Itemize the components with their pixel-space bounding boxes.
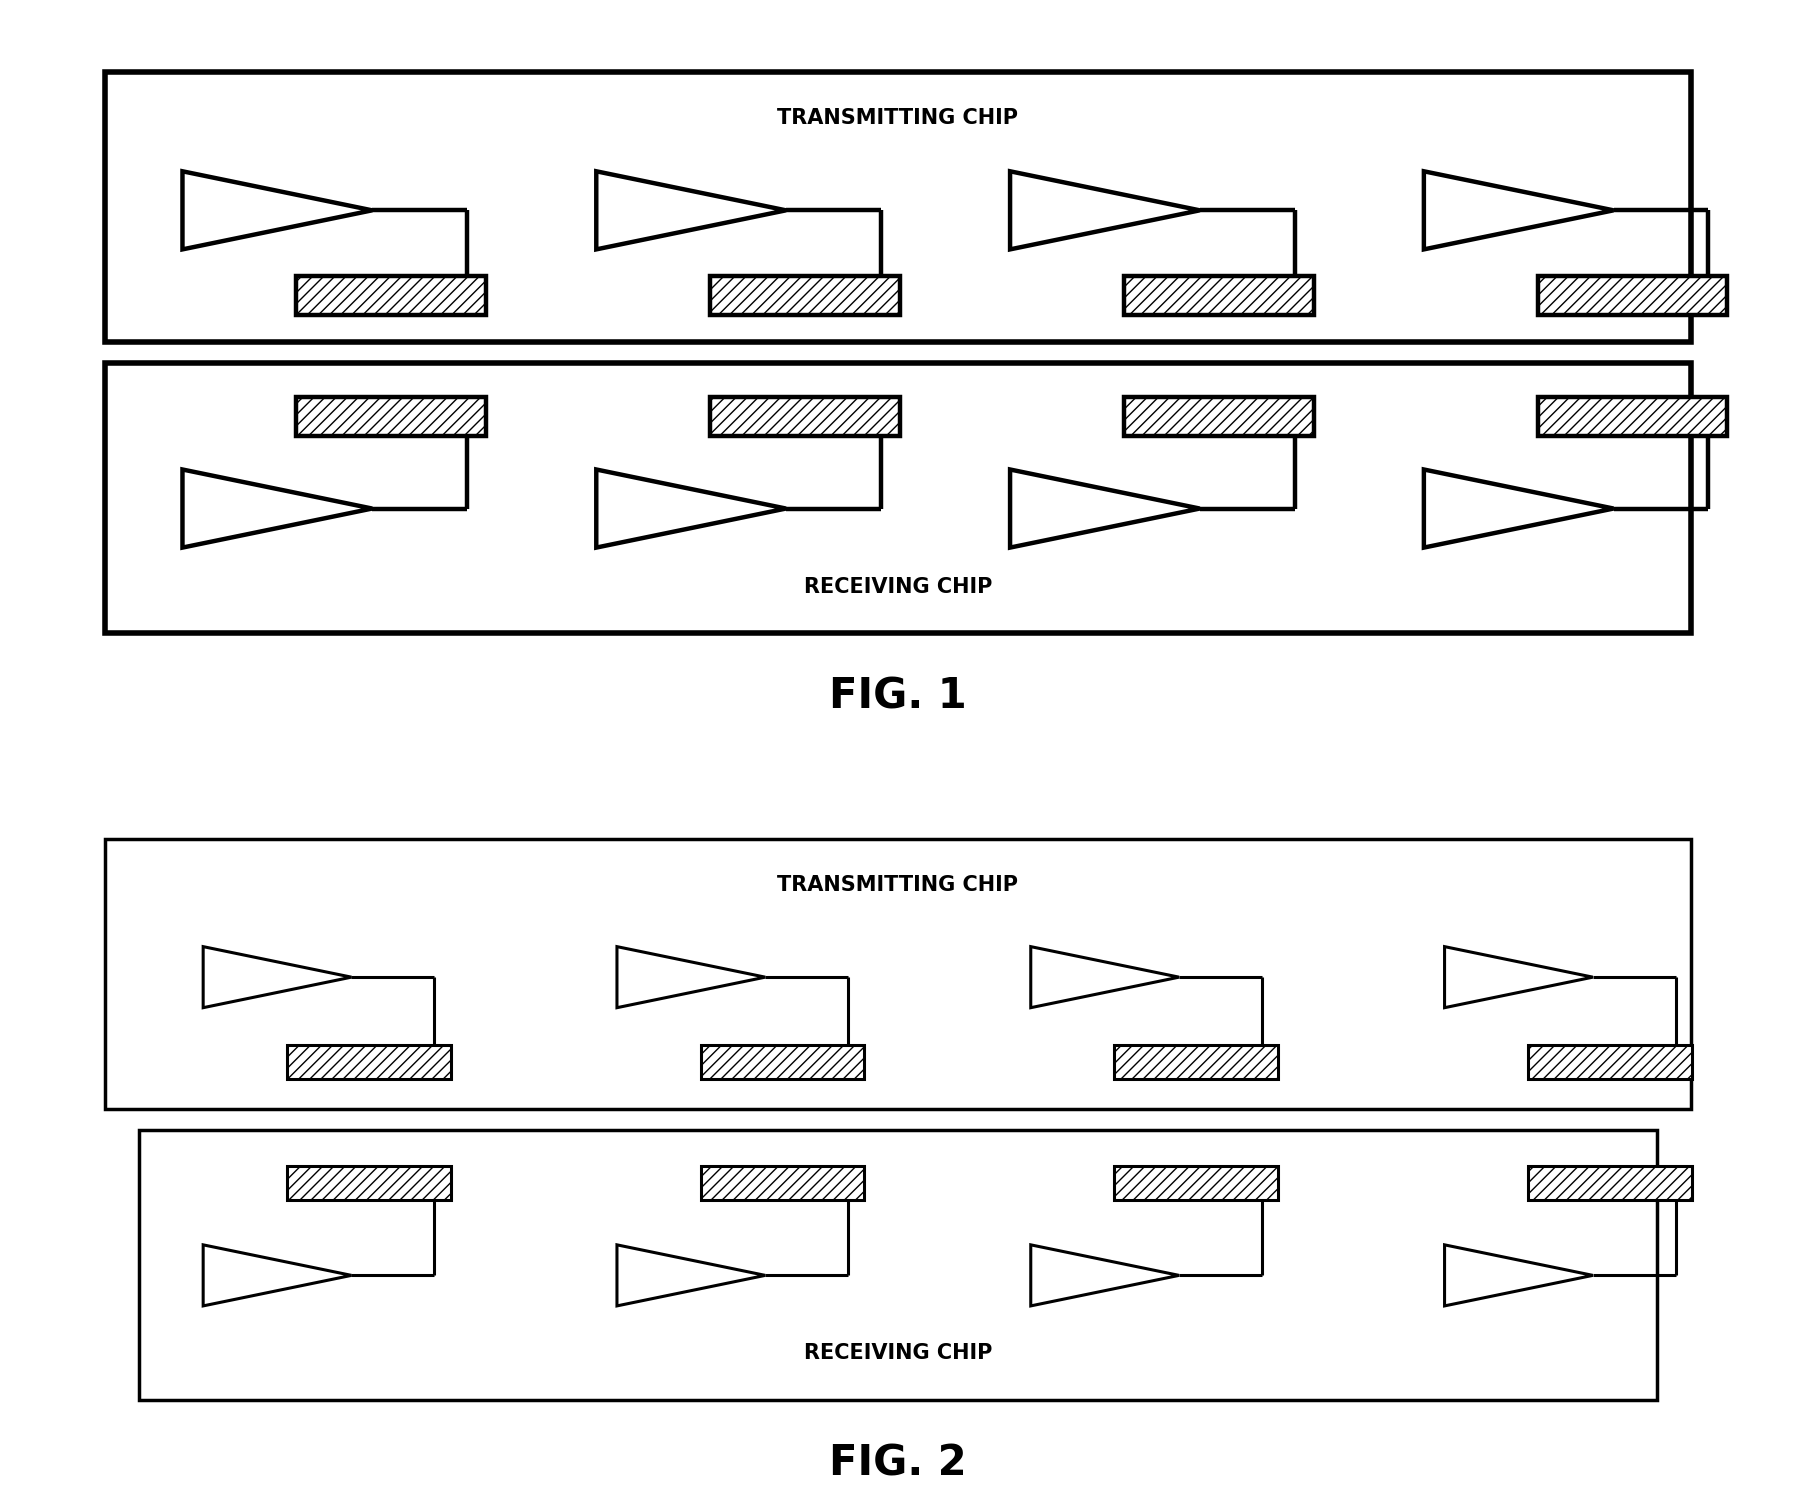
Text: TRANSMITTING CHIP: TRANSMITTING CHIP bbox=[778, 109, 1018, 128]
Polygon shape bbox=[596, 172, 787, 249]
Polygon shape bbox=[1424, 470, 1613, 547]
Bar bbox=[1537, 276, 1728, 315]
Bar bbox=[104, 363, 1692, 633]
Bar bbox=[1124, 396, 1313, 436]
Polygon shape bbox=[1444, 946, 1593, 1008]
Bar bbox=[296, 396, 487, 436]
Polygon shape bbox=[618, 946, 765, 1008]
Polygon shape bbox=[1009, 470, 1200, 547]
Polygon shape bbox=[618, 1245, 765, 1307]
Bar bbox=[140, 1130, 1656, 1400]
Text: FIG. 1: FIG. 1 bbox=[830, 675, 966, 717]
Polygon shape bbox=[1031, 946, 1178, 1008]
Bar bbox=[104, 72, 1692, 342]
Polygon shape bbox=[596, 470, 787, 547]
Bar bbox=[287, 1046, 451, 1079]
Text: RECEIVING CHIP: RECEIVING CHIP bbox=[805, 577, 991, 597]
Polygon shape bbox=[203, 946, 352, 1008]
Polygon shape bbox=[203, 1245, 352, 1307]
Bar bbox=[1114, 1166, 1279, 1200]
Text: TRANSMITTING CHIP: TRANSMITTING CHIP bbox=[778, 876, 1018, 895]
Polygon shape bbox=[1009, 172, 1200, 249]
Bar bbox=[1528, 1046, 1692, 1079]
Bar bbox=[700, 1166, 864, 1200]
Bar bbox=[1537, 396, 1728, 436]
Text: FIG. 2: FIG. 2 bbox=[830, 1442, 966, 1484]
Bar bbox=[700, 1046, 864, 1079]
Polygon shape bbox=[1444, 1245, 1593, 1307]
Bar bbox=[296, 276, 487, 315]
Bar bbox=[709, 396, 900, 436]
Polygon shape bbox=[1424, 172, 1613, 249]
Text: RECEIVING CHIP: RECEIVING CHIP bbox=[805, 1343, 991, 1364]
Polygon shape bbox=[183, 172, 372, 249]
Polygon shape bbox=[183, 470, 372, 547]
Bar bbox=[1528, 1166, 1692, 1200]
Polygon shape bbox=[1031, 1245, 1178, 1307]
Bar bbox=[1124, 276, 1313, 315]
Bar bbox=[104, 839, 1692, 1109]
Bar bbox=[1114, 1046, 1279, 1079]
Bar bbox=[287, 1166, 451, 1200]
Bar bbox=[709, 276, 900, 315]
